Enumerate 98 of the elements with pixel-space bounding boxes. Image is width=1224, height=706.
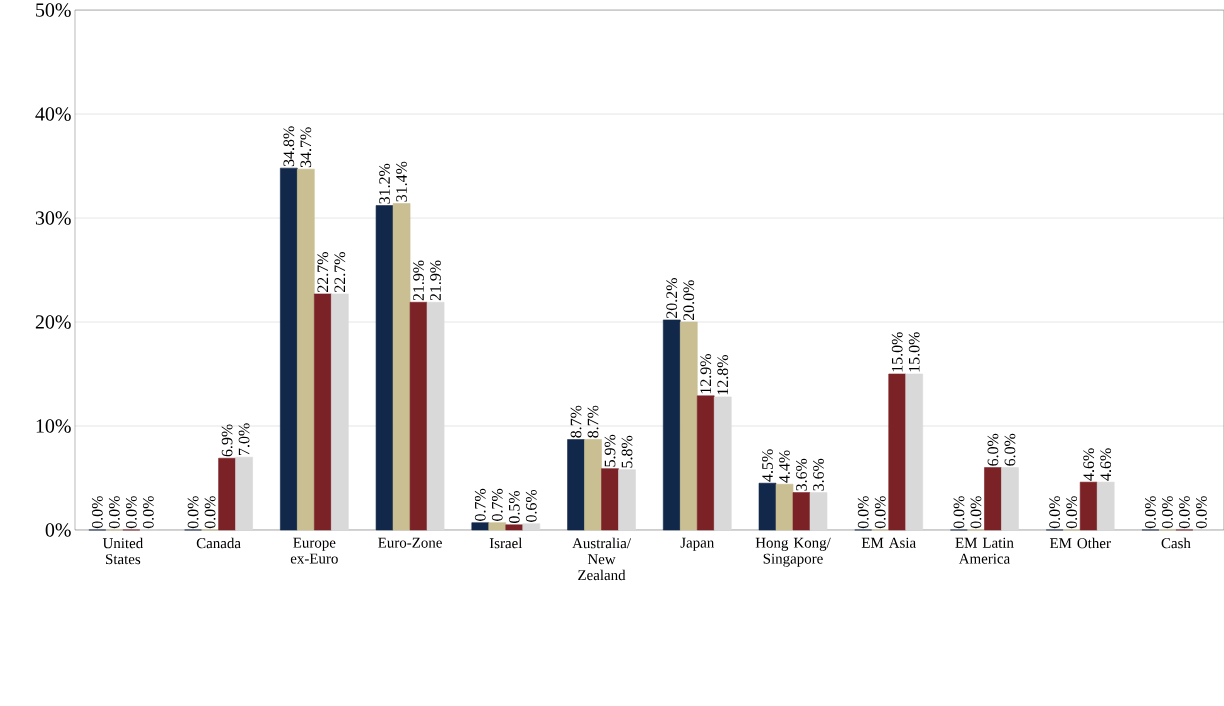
bar	[679, 321, 698, 531]
data-label: 8.7%	[570, 405, 582, 438]
data-label: 0.7%	[491, 488, 503, 521]
x-tick-label: EM Other	[1049, 537, 1111, 549]
bar	[775, 483, 794, 531]
data-label: 22.7%	[334, 252, 346, 293]
x-tick-label: Canada	[196, 537, 241, 549]
data-label: 3.6%	[796, 458, 807, 491]
data-label: 0.0%	[1049, 496, 1061, 529]
y-tick-label: 20%	[35, 315, 71, 329]
data-label: 8.7%	[587, 405, 599, 438]
bar	[235, 456, 253, 531]
data-label: 5.9%	[604, 434, 616, 467]
bar	[375, 205, 394, 531]
bar	[426, 301, 445, 531]
data-label: 0.0%	[1179, 496, 1190, 529]
data-label: 6.9%	[221, 424, 233, 457]
bar	[522, 523, 541, 531]
data-label: 20.2%	[666, 278, 678, 319]
bar	[713, 396, 732, 531]
bar	[601, 468, 619, 531]
bar	[618, 469, 636, 531]
data-label: 20.0%	[683, 280, 695, 321]
data-label: 12.9%	[700, 354, 712, 394]
bar	[392, 203, 411, 531]
data-label: 0.0%	[970, 496, 982, 529]
x-tick-label: Cash	[1161, 537, 1191, 549]
bar	[905, 373, 924, 531]
data-label: 0.0%	[1162, 496, 1173, 529]
bar	[218, 457, 236, 531]
data-label: 4.6%	[1083, 448, 1095, 481]
data-label: 12.8%	[717, 355, 729, 395]
data-label: 0.6%	[525, 489, 537, 522]
x-tick-label: Hong Kong/ Singapore	[755, 537, 831, 567]
data-label: 15.0%	[908, 332, 920, 372]
bar	[1001, 467, 1019, 531]
data-label: 4.4%	[779, 450, 790, 483]
bar	[297, 168, 315, 531]
bar	[1096, 481, 1115, 531]
bar	[1079, 481, 1098, 531]
data-label: 5.8%	[621, 435, 633, 468]
bar	[758, 482, 777, 531]
y-tick-label: 0%	[45, 523, 71, 537]
data-label: 34.7%	[300, 127, 312, 168]
x-tick-label: Europe ex-Euro	[290, 537, 338, 564]
bar	[505, 524, 524, 531]
data-label: 4.5%	[762, 449, 773, 482]
data-label: 21.9%	[430, 260, 441, 301]
bar	[409, 301, 428, 531]
x-tick-label: EM Asia	[861, 537, 916, 548]
x-tick-label: Euro-Zone	[378, 537, 442, 548]
data-label: 0.0%	[91, 496, 103, 529]
data-label: 15.0%	[891, 332, 903, 372]
bar	[567, 439, 585, 531]
data-label: 0.0%	[1196, 496, 1207, 529]
x-tick-label: Australia/ New Zealand	[572, 537, 631, 581]
x-tick-label: United States	[102, 537, 144, 565]
bar	[662, 319, 681, 531]
y-tick-label: 40%	[35, 107, 71, 121]
data-label: 22.7%	[317, 252, 329, 293]
data-label: 6.0%	[987, 433, 999, 466]
data-label: 0.0%	[953, 496, 965, 529]
data-label: 0.0%	[1066, 496, 1078, 529]
data-label: 21.9%	[413, 260, 424, 301]
bar	[471, 522, 490, 531]
bar	[696, 395, 715, 531]
data-label: 0.0%	[874, 496, 886, 529]
bar	[314, 293, 332, 531]
data-label: 7.0%	[238, 423, 250, 455]
x-tick-label: EM Latin America	[955, 537, 1014, 564]
data-label: 0.0%	[204, 496, 216, 529]
bar	[280, 167, 298, 531]
bar	[984, 467, 1002, 531]
data-label: 0.0%	[187, 496, 199, 529]
data-label: 0.0%	[142, 496, 154, 529]
data-label: 0.7%	[474, 488, 486, 521]
bar	[792, 492, 811, 531]
data-label: 3.6%	[813, 458, 824, 491]
bar	[331, 293, 349, 531]
y-tick-label: 50%	[36, 3, 71, 17]
data-label: 34.8%	[283, 126, 295, 167]
data-label: 0.0%	[857, 496, 869, 529]
y-tick-label: 10%	[36, 419, 71, 433]
data-label: 6.0%	[1004, 433, 1016, 466]
data-label: 0.0%	[108, 496, 120, 529]
bar	[888, 373, 907, 531]
x-tick-label: Israel	[489, 537, 523, 549]
data-label: 0.0%	[1145, 496, 1156, 529]
y-tick-label: 30%	[35, 211, 71, 225]
data-label: 31.4%	[396, 161, 407, 202]
data-label: 0.5%	[508, 490, 520, 523]
bar	[488, 522, 507, 531]
bar	[584, 439, 602, 531]
bar	[809, 492, 828, 531]
data-label: 0.0%	[125, 496, 137, 529]
data-label: 31.2%	[379, 163, 390, 204]
x-tick-label: Japan	[680, 537, 715, 551]
data-label: 4.6%	[1100, 448, 1112, 481]
